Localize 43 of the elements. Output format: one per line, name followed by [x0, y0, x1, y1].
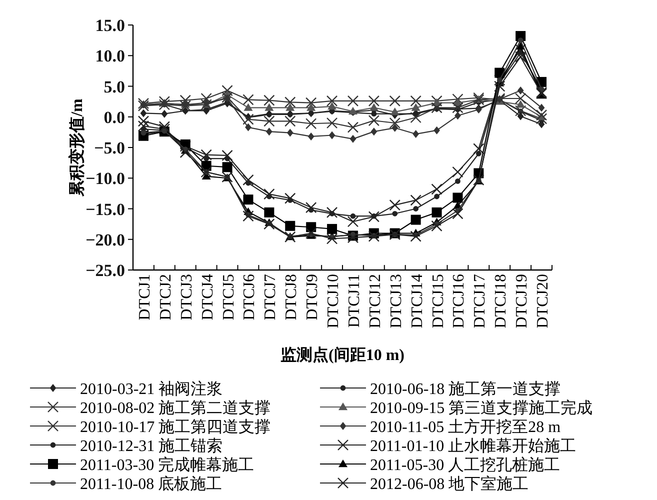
legend-label: 2011-03-30 完成帷幕施工: [80, 456, 254, 474]
x-tick-label: DTCJ6: [241, 274, 258, 320]
x-tick-label: DTCJ7: [262, 274, 280, 320]
legend-label: 2010-09-15 第三道支撑施工完成: [370, 399, 593, 417]
y-tick-label: −5.0: [94, 138, 125, 158]
legend-label: 2012-06-08 地下室施工: [370, 475, 529, 493]
x-tick-label: DTCJ19: [514, 274, 531, 328]
legend-label: 2010-08-02 施工第二道支撑: [80, 399, 271, 417]
y-tick-label: −20.0: [86, 230, 125, 250]
x-tick-label: DTCJ12: [366, 274, 384, 328]
y-tick-label: 10.0: [95, 46, 125, 66]
x-tick-label: DTCJ13: [388, 274, 405, 328]
legend-label: 2011-05-30 人工挖孔桩施工: [370, 456, 560, 474]
x-tick-label: DTCJ9: [304, 274, 322, 320]
y-tick-label: 15.0: [95, 16, 125, 35]
x-axis-title: 监测点(间距10 m): [280, 346, 404, 364]
x-tick-label: DTCJ5: [220, 274, 238, 320]
x-tick-label: DTCJ20: [534, 274, 552, 328]
y-axis-title: 累积变形值/m: [68, 98, 86, 198]
x-tick-label: DTCJ10: [325, 274, 342, 328]
x-tick-label: DTCJ3: [178, 274, 196, 320]
legend-label: 2010-12-31 施工锚索: [80, 437, 223, 455]
x-tick-label: DTCJ15: [430, 274, 447, 328]
legend-label: 2011-10-08 底板施工: [80, 475, 222, 493]
y-tick-label: −15.0: [86, 200, 125, 219]
x-tick-label: DTCJ17: [472, 274, 489, 328]
x-tick-label: DTCJ16: [450, 274, 468, 328]
legend-label: 2010-11-05 土方开挖至28 m: [370, 418, 562, 436]
legend-label: 2010-03-21 袖阀注浆: [80, 380, 223, 398]
x-tick-label: DTCJ2: [157, 274, 174, 320]
x-tick-label: DTCJ1: [136, 274, 154, 320]
y-tick-label: −25.0: [86, 261, 125, 280]
x-tick-label: DTCJ4: [199, 274, 216, 320]
legend-label: 2011-01-10 止水帷幕开始施工: [370, 437, 576, 455]
y-tick-label: 0.0: [104, 108, 125, 127]
x-tick-label: DTCJ8: [283, 274, 300, 320]
y-tick-label: 5.0: [104, 77, 125, 96]
legend-label: 2010-06-18 施工第一道支撑: [370, 380, 561, 398]
legend-label: 2010-10-17 施工第四道支撑: [80, 418, 271, 436]
x-tick-label: DTCJ11: [346, 274, 363, 328]
x-tick-label: DTCJ18: [492, 274, 510, 328]
x-tick-label: DTCJ14: [408, 274, 426, 328]
y-tick-label: −10.0: [86, 169, 125, 188]
